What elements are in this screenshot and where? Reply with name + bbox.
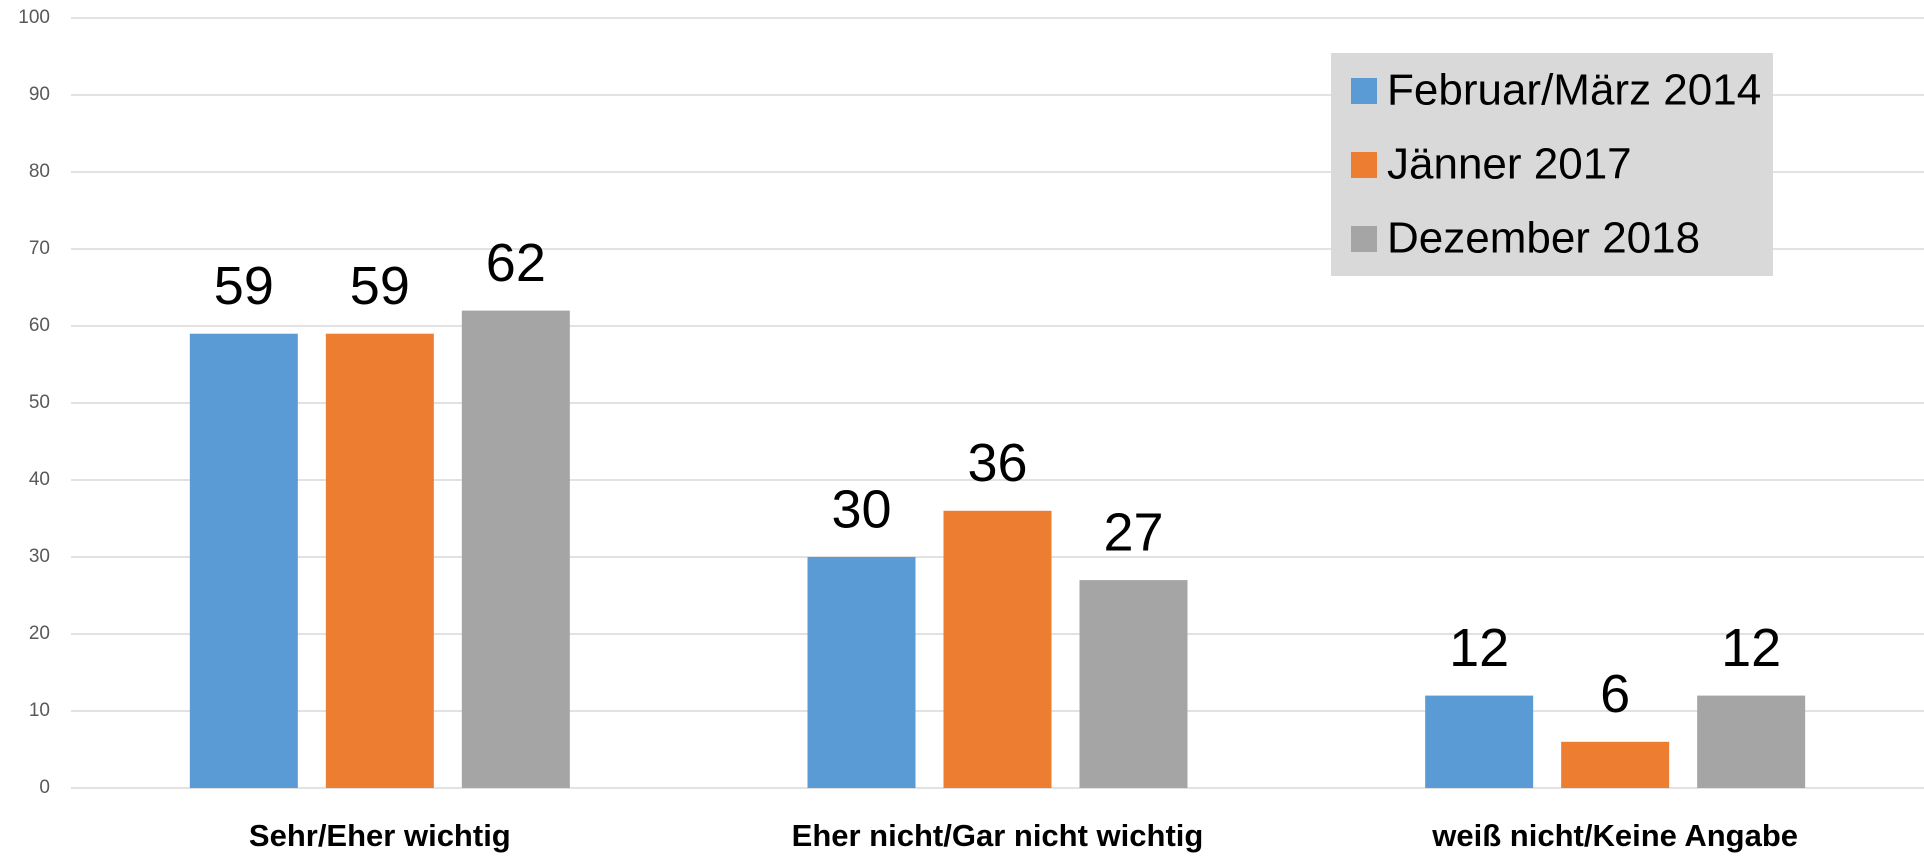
legend-label: Februar/März 2014 xyxy=(1387,66,1761,115)
y-tick-label: 90 xyxy=(29,84,50,105)
y-tick-label: 100 xyxy=(18,7,50,28)
bar xyxy=(1425,695,1534,788)
bar xyxy=(325,333,434,788)
data-label: 62 xyxy=(486,233,546,293)
x-tick-label: Sehr/Eher wichtig xyxy=(249,818,511,853)
legend-box xyxy=(1331,53,1773,276)
bar xyxy=(1561,741,1670,788)
data-label: 59 xyxy=(214,256,274,316)
y-tick-label: 10 xyxy=(29,700,50,721)
data-label: 12 xyxy=(1721,618,1781,678)
y-tick-label: 80 xyxy=(29,161,50,182)
data-label: 6 xyxy=(1600,664,1630,724)
bar xyxy=(461,310,570,788)
y-tick-label: 70 xyxy=(29,238,50,259)
x-tick-label: weiß nicht/Keine Angabe xyxy=(1431,818,1798,853)
bar xyxy=(189,333,298,788)
legend-label: Jänner 2017 xyxy=(1387,140,1632,189)
data-label: 30 xyxy=(831,479,891,539)
data-label: 59 xyxy=(350,256,410,316)
bar xyxy=(1079,580,1188,788)
y-tick-label: 60 xyxy=(29,315,50,336)
legend-label: Dezember 2018 xyxy=(1387,214,1700,263)
y-tick-label: 0 xyxy=(39,777,50,798)
legend-swatch xyxy=(1351,78,1377,104)
data-label: 12 xyxy=(1449,618,1509,678)
data-label: 36 xyxy=(967,433,1027,493)
bar xyxy=(807,557,916,788)
y-tick-label: 50 xyxy=(29,392,50,413)
legend-swatch xyxy=(1351,152,1377,178)
y-tick-label: 40 xyxy=(29,469,50,490)
y-tick-label: 20 xyxy=(29,623,50,644)
legend-swatch xyxy=(1351,226,1377,252)
y-tick-label: 30 xyxy=(29,546,50,567)
bar xyxy=(943,510,1052,788)
bar xyxy=(1697,695,1806,788)
data-label: 27 xyxy=(1103,502,1163,562)
x-tick-label: Eher nicht/Gar nicht wichtig xyxy=(792,818,1204,853)
